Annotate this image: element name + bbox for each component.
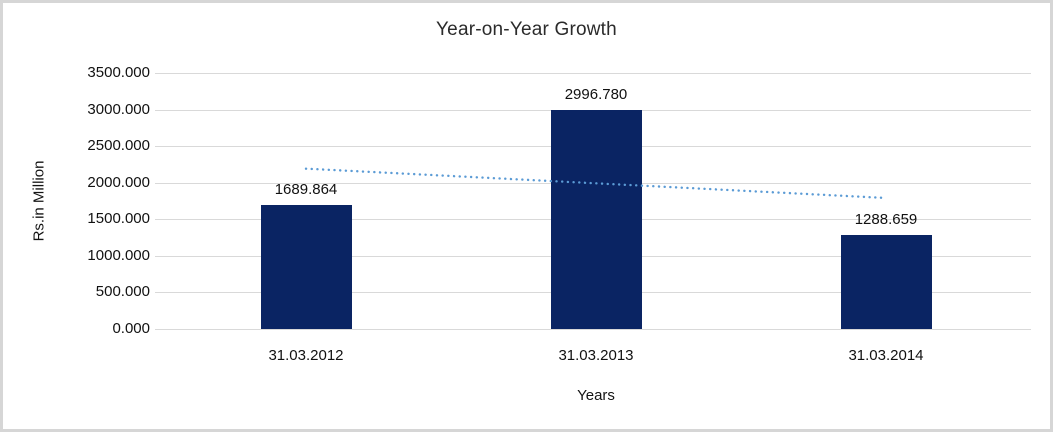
gridline	[155, 329, 1031, 330]
bar-31.03.2013	[551, 110, 642, 329]
bar-value-label: 1288.659	[854, 211, 918, 228]
bar-value-label: 2996.780	[564, 86, 628, 103]
y-tick-label: 1000.000	[87, 246, 150, 264]
x-tick-label: 31.03.2012	[268, 347, 344, 364]
y-tick-label: 3000.000	[87, 100, 150, 118]
x-tick-label: 31.03.2014	[848, 347, 924, 364]
chart-title: Year-on-Year Growth	[436, 19, 617, 40]
gridline	[155, 73, 1031, 74]
y-tick-label: 500.000	[95, 283, 150, 301]
x-axis-title: Years	[577, 387, 615, 404]
y-tick-label: 3500.000	[87, 64, 150, 81]
bar-value-label: 1689.864	[274, 181, 338, 198]
y-tick-label: 2500.000	[87, 137, 150, 155]
x-tick-label: 31.03.2013	[558, 347, 634, 364]
y-tick-label: 2000.000	[87, 173, 150, 191]
y-tick-label: 1500.000	[87, 210, 150, 228]
bar-31.03.2012	[261, 205, 352, 329]
y-tick-label: 0.000	[112, 320, 150, 337]
y-axis-title: Rs.in Million	[30, 160, 48, 242]
bar-31.03.2014	[841, 235, 932, 329]
plot-area: 1689.864 2996.780 1288.659	[155, 73, 1031, 330]
